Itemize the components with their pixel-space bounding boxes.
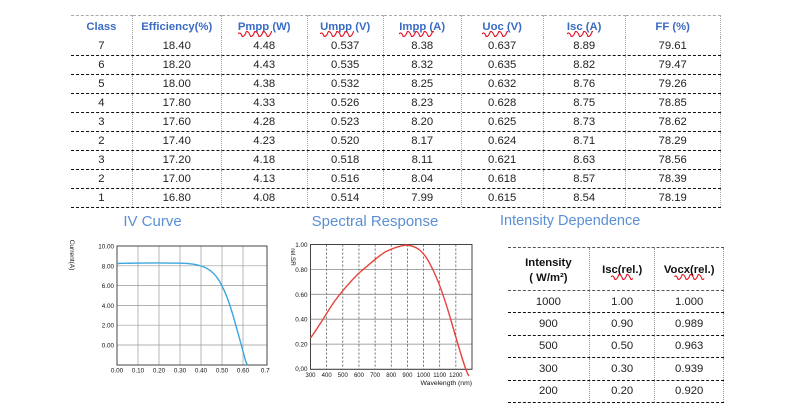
svg-text:Wavelength (nm): Wavelength (nm)	[421, 380, 473, 387]
svg-text:10.00: 10.00	[98, 244, 114, 251]
svg-text:1200: 1200	[449, 373, 463, 379]
svg-text:300: 300	[305, 373, 316, 379]
svg-text:900: 900	[402, 373, 413, 379]
svg-text:0,00: 0,00	[295, 366, 308, 373]
svg-text:1.00: 1.00	[295, 242, 308, 249]
svg-text:500: 500	[338, 373, 349, 379]
svg-text:0.00: 0.00	[102, 343, 115, 350]
svg-text:0.20: 0.20	[153, 368, 166, 374]
svg-text:1000: 1000	[417, 373, 431, 379]
svg-text:0.40: 0.40	[195, 368, 208, 374]
svg-text:2.00: 2.00	[102, 323, 115, 330]
svg-text:0.50: 0.50	[216, 368, 229, 374]
svg-text:400: 400	[322, 373, 333, 379]
svg-text:4.00: 4.00	[102, 303, 115, 310]
svg-text:0.60: 0.60	[295, 292, 308, 299]
svg-text:800: 800	[386, 373, 397, 379]
svg-text:700: 700	[370, 373, 381, 379]
svg-text:0.20: 0.20	[295, 342, 308, 349]
svg-text:0.80: 0.80	[295, 267, 308, 274]
svg-text:0.40: 0.40	[295, 317, 308, 324]
svg-text:0.60: 0.60	[237, 368, 250, 374]
svg-text:8.00: 8.00	[102, 263, 115, 270]
svg-text:0.30: 0.30	[174, 368, 187, 374]
svg-text:Current(A): Current(A)	[68, 240, 75, 271]
svg-text:0.10: 0.10	[132, 368, 145, 374]
svg-text:1100: 1100	[433, 373, 447, 379]
svg-text:600: 600	[354, 373, 365, 379]
svg-text:0.00: 0.00	[111, 368, 124, 374]
svg-text:6.00: 6.00	[102, 283, 115, 290]
svg-text:rel.SR: rel.SR	[289, 248, 296, 266]
